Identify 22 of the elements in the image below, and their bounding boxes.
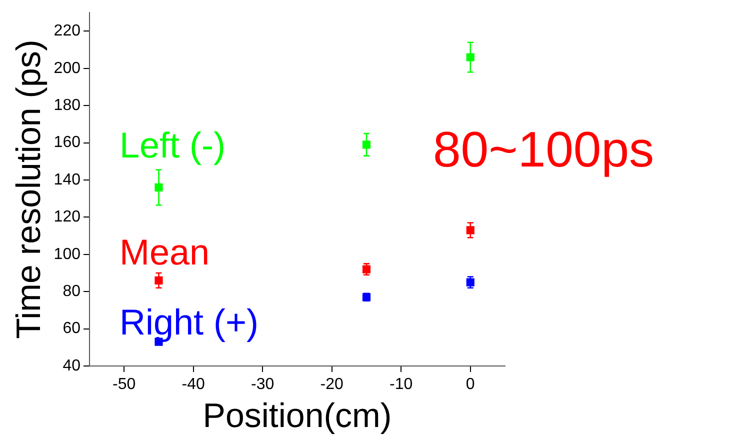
x-tick-label: -20: [320, 376, 344, 394]
y-tick-label: 120: [54, 208, 81, 226]
x-tick-label: -50: [112, 376, 136, 394]
x-axis-title: Position(cm): [202, 396, 392, 435]
x-tick-label: -30: [251, 376, 274, 394]
y-tick-label: 140: [54, 171, 81, 188]
y-tick-label: 100: [54, 246, 81, 263]
y-tick-label: 80: [62, 283, 81, 300]
annotation: 80~100ps: [433, 121, 654, 178]
y-tick-label: 220: [54, 22, 81, 40]
x-tick-label: 0: [466, 376, 475, 394]
x-tick-label: -40: [182, 376, 206, 394]
series-label: Right (+): [119, 302, 259, 343]
series-label: Left (-): [119, 124, 226, 166]
y-tick-label: 180: [54, 97, 81, 114]
y-tick-label: 40: [62, 357, 81, 374]
x-tick-label: -10: [390, 376, 413, 394]
y-tick-label: 60: [62, 320, 81, 338]
y-tick-label: 200: [54, 60, 81, 77]
y-tick-label: 160: [54, 134, 81, 152]
series-label: Mean: [119, 231, 210, 272]
y-axis-title: Time resolution (ps): [10, 40, 48, 339]
